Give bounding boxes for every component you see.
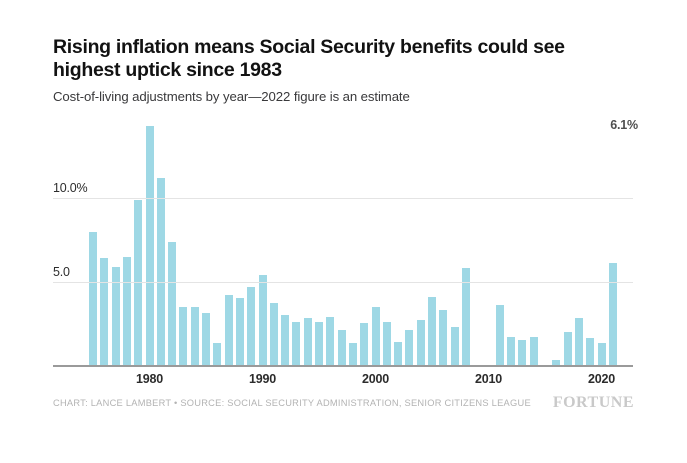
bar-2012[interactable] [507, 336, 516, 365]
bar-2017[interactable] [563, 331, 572, 365]
bar-1991[interactable] [269, 303, 278, 365]
x-axis-tick-1980: 1980 [135, 372, 164, 386]
bar-1976[interactable] [100, 258, 109, 365]
bar-2011[interactable] [495, 304, 504, 365]
bar-1980[interactable] [145, 126, 154, 365]
bar-1985[interactable] [202, 313, 210, 365]
bar-1997[interactable] [337, 329, 346, 365]
bar-2020[interactable] [597, 343, 606, 365]
bar-2014[interactable] [529, 336, 538, 365]
gridline-50 [53, 281, 633, 283]
bar-1990[interactable] [258, 274, 267, 365]
bar-1981[interactable] [156, 178, 165, 365]
gridline-100 [53, 198, 633, 200]
bar-2006[interactable] [439, 309, 448, 365]
x-axis-tick-2010: 2010 [474, 372, 503, 386]
bar-2019[interactable] [586, 338, 595, 365]
bar-2003[interactable] [405, 329, 414, 365]
bar-1996[interactable] [326, 316, 335, 365]
bar-1983[interactable] [179, 306, 188, 365]
bar-1978[interactable] [122, 256, 131, 365]
bar-1977[interactable] [111, 266, 120, 365]
x-axis-tick-2000: 2000 [361, 372, 390, 386]
bar-1975[interactable] [89, 231, 97, 365]
bar-1992[interactable] [281, 314, 290, 365]
page-title: Rising inflation means Social Security b… [53, 36, 565, 81]
chart-subtitle: Cost-of-living adjustments by year—2022 … [53, 89, 410, 104]
bar-series [53, 118, 633, 365]
chart-credit: CHART: LANCE LAMBERT • SOURCE: SOCIAL SE… [53, 398, 531, 408]
bar-2002[interactable] [394, 341, 403, 365]
bar-1987[interactable] [224, 294, 233, 365]
brand-logo: FORTUNE [552, 394, 634, 411]
bar-2000[interactable] [371, 306, 380, 365]
bar-1982[interactable] [168, 241, 177, 365]
x-axis-tick-2020: 2020 [587, 372, 616, 386]
bar-2021[interactable] [608, 263, 617, 365]
plot-area: 5.0 10.0% 1980 1990 2000 2010 2020 6.1% [53, 118, 638, 386]
bar-1989[interactable] [247, 286, 256, 365]
bar-2004[interactable] [416, 319, 425, 365]
y-axis-label: 5.0 [53, 264, 70, 279]
bar-1988[interactable] [235, 298, 244, 365]
bar-1994[interactable] [303, 318, 312, 365]
axis-baseline [53, 365, 633, 367]
bar-1998[interactable] [348, 343, 357, 365]
bar-1999[interactable] [360, 323, 369, 365]
bar-2013[interactable] [518, 339, 527, 365]
bar-2001[interactable] [382, 321, 391, 365]
bar-1984[interactable] [190, 306, 199, 365]
bar-2005[interactable] [428, 296, 436, 365]
bar-2007[interactable] [450, 326, 459, 365]
bar-2016[interactable] [552, 360, 561, 365]
bar-1986[interactable] [213, 343, 222, 365]
bar-1993[interactable] [292, 321, 301, 365]
x-axis-tick-1990: 1990 [248, 372, 277, 386]
y-axis-label: 10.0% [53, 181, 88, 196]
highlight-value-label: 6.1% [610, 118, 638, 132]
bar-2018[interactable] [574, 318, 583, 365]
bar-2008[interactable] [461, 268, 470, 365]
bar-1995[interactable] [315, 321, 323, 365]
